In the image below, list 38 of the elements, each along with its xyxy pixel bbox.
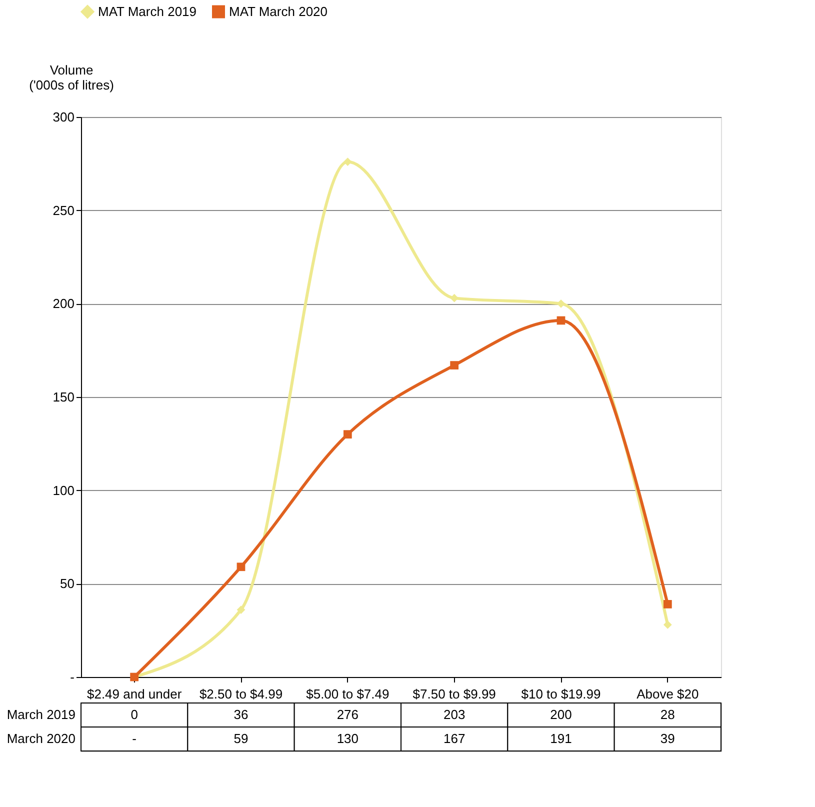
point — [236, 562, 246, 572]
text: March 2019 — [6, 707, 76, 722]
data-label: 39 — [660, 731, 675, 746]
point — [343, 430, 352, 439]
y-tick-label: 150 — [52, 390, 74, 404]
data-label: 59 — [234, 731, 248, 746]
data-label: 28 — [660, 707, 675, 722]
x-tick-label: $5.00 to $7.49 — [306, 686, 390, 702]
x-tick-label: Above $20 — [636, 686, 699, 702]
data-label: 200 — [550, 707, 572, 722]
y-tick-label: - — [70, 670, 74, 684]
data-label: 167 — [443, 731, 466, 746]
text: March 2020 — [6, 731, 76, 746]
point — [236, 606, 246, 614]
point — [556, 316, 566, 325]
y-tick-label: 200 — [52, 296, 74, 312]
data-label: 0 — [130, 707, 138, 722]
point — [343, 158, 352, 166]
data-label: 191 — [550, 731, 572, 746]
point — [663, 600, 672, 608]
data-label: 130 — [336, 731, 359, 746]
x-tick-label: $2.50 to $4.99 — [199, 686, 283, 702]
y-tick-label: 250 — [52, 202, 74, 218]
legend-label: MAT March 2019 — [98, 4, 197, 19]
data-label: 276 — [336, 707, 359, 722]
x-tick-label: $7.50 to $9.99 — [412, 686, 496, 702]
y-tick-label: 50 — [60, 576, 74, 592]
point — [663, 620, 672, 629]
data-label: 36 — [234, 707, 248, 722]
y-axis-title: Volume ('000s of litres) — [29, 62, 114, 92]
point — [450, 361, 459, 370]
legend-label: MAT March 2020 — [229, 4, 328, 19]
data-label: 203 — [443, 707, 466, 722]
y-tick-label: 300 — [52, 110, 74, 124]
y-tick-label: 100 — [52, 482, 74, 498]
x-tick-label: $10 to $19.99 — [521, 686, 601, 702]
data-label: - — [132, 731, 137, 746]
x-tick-label: $2.49 and under — [86, 686, 182, 702]
